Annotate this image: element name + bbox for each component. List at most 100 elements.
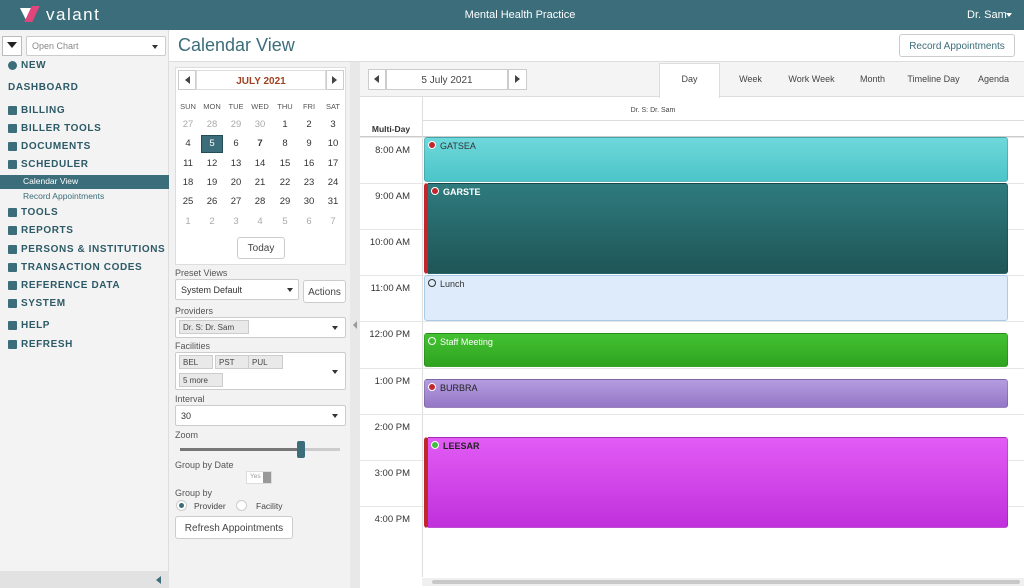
- day[interactable]: 7: [330, 215, 336, 227]
- prev-month[interactable]: [178, 70, 196, 90]
- day[interactable]: 1: [185, 215, 191, 227]
- appointment[interactable]: LEESAR: [424, 437, 1008, 528]
- next-month[interactable]: [326, 70, 344, 90]
- view-tab[interactable]: Agenda: [977, 74, 1010, 84]
- nav-item[interactable]: Record Appointments: [23, 191, 105, 201]
- day[interactable]: 2: [209, 215, 215, 227]
- day[interactable]: 18: [182, 176, 194, 188]
- nav-item[interactable]: TRANSACTION CODES: [21, 262, 143, 273]
- day[interactable]: 7: [257, 138, 263, 150]
- nav-item[interactable]: REFRESH: [21, 339, 73, 350]
- day[interactable]: 27: [230, 196, 242, 208]
- zoom-fill: [180, 448, 300, 451]
- record-button[interactable]: Record Appointments: [899, 34, 1015, 57]
- day[interactable]: 10: [327, 138, 339, 150]
- interval-select[interactable]: 30: [175, 405, 346, 426]
- day[interactable]: 9: [306, 138, 312, 150]
- day[interactable]: 22: [279, 176, 291, 188]
- nav-item[interactable]: HELP: [21, 320, 51, 331]
- preset-select[interactable]: System Default: [175, 279, 299, 300]
- day[interactable]: 26: [206, 196, 218, 208]
- day[interactable]: 29: [230, 119, 242, 130]
- day[interactable]: 2: [306, 119, 312, 130]
- day[interactable]: 14: [254, 157, 266, 169]
- nav-item[interactable]: DASHBOARD: [8, 82, 79, 93]
- caret: [332, 370, 338, 374]
- day[interactable]: 12: [206, 157, 218, 169]
- day[interactable]: 4: [185, 138, 191, 150]
- day[interactable]: 19: [206, 176, 218, 188]
- day[interactable]: 23: [303, 176, 315, 188]
- view-tab[interactable]: Timeline Day: [907, 74, 960, 84]
- view-tab[interactable]: Month: [859, 74, 885, 84]
- nav-item[interactable]: REPORTS: [21, 225, 74, 236]
- time-label: 1:00 PM: [374, 375, 410, 387]
- day[interactable]: 30: [303, 196, 315, 208]
- nav-icon: [8, 208, 17, 217]
- day[interactable]: 3: [330, 119, 336, 130]
- day[interactable]: 25: [182, 196, 194, 208]
- day[interactable]: 31: [327, 196, 339, 208]
- view-tab[interactable]: Week: [739, 74, 762, 84]
- day[interactable]: 29: [279, 196, 291, 208]
- day[interactable]: 3: [233, 215, 239, 227]
- refresh-button[interactable]: Refresh Appointments: [175, 516, 293, 539]
- day[interactable]: 8: [282, 138, 288, 150]
- day[interactable]: 5: [209, 138, 215, 150]
- day[interactable]: 27: [182, 119, 194, 130]
- date-box[interactable]: 5 July 2021: [386, 69, 508, 90]
- day[interactable]: 28: [254, 196, 266, 208]
- h-scroll-thumb[interactable]: [432, 580, 1020, 584]
- toggle-text: Yes: [250, 473, 261, 480]
- day[interactable]: 5: [282, 215, 288, 227]
- radio-label: Provider: [194, 501, 226, 511]
- nav-item[interactable]: PERSONS & INSTITUTIONS: [21, 244, 166, 255]
- actions-button[interactable]: Actions: [303, 280, 346, 303]
- nav-item[interactable]: Calendar View: [23, 176, 79, 186]
- open-chart-select[interactable]: Open Chart: [26, 36, 166, 56]
- view-tab[interactable]: Work Week: [788, 74, 835, 84]
- nav-item[interactable]: DOCUMENTS: [21, 141, 91, 152]
- radio[interactable]: [236, 500, 247, 511]
- time-label: 12:00 PM: [369, 329, 410, 341]
- weekday: THU: [277, 102, 293, 111]
- nav-item[interactable]: BILLER TOOLS: [21, 123, 102, 134]
- day[interactable]: 17: [327, 157, 339, 169]
- day[interactable]: 6: [306, 215, 312, 227]
- nav-icon: [8, 142, 17, 151]
- label: Group by: [175, 488, 213, 498]
- nav-item[interactable]: BILLING: [21, 105, 66, 116]
- nav-item[interactable]: TOOLS: [21, 207, 59, 218]
- appointment[interactable]: GARSTE: [424, 183, 1008, 274]
- day[interactable]: 21: [254, 176, 266, 188]
- day[interactable]: 30: [254, 119, 266, 130]
- today-button[interactable]: Today: [237, 237, 285, 259]
- day[interactable]: 4: [257, 215, 263, 227]
- nav-item[interactable]: SYSTEM: [21, 298, 66, 309]
- appointment[interactable]: BURBRA: [424, 379, 1008, 408]
- collapse-arrow[interactable]: [156, 576, 161, 584]
- nav-icon: [8, 340, 17, 349]
- day[interactable]: 15: [279, 157, 291, 169]
- nav-item[interactable]: SCHEDULER: [21, 159, 89, 170]
- label: Providers: [175, 306, 214, 316]
- provider-tag: Dr. S: Dr. Sam: [179, 320, 250, 334]
- nav-item[interactable]: NEW: [21, 60, 47, 71]
- zoom-thumb[interactable]: [297, 441, 305, 458]
- day[interactable]: 11: [183, 157, 193, 169]
- appointment[interactable]: GATSEA: [424, 137, 1008, 182]
- view-tab[interactable]: Day: [681, 74, 698, 84]
- month-label[interactable]: JULY 2021: [196, 70, 326, 90]
- day[interactable]: 6: [233, 138, 239, 150]
- nav-item[interactable]: REFERENCE DATA: [21, 280, 121, 291]
- day[interactable]: 28: [206, 119, 218, 130]
- day[interactable]: 20: [230, 176, 242, 188]
- day[interactable]: 24: [327, 176, 339, 188]
- appointment-icon: [428, 141, 436, 149]
- day[interactable]: 13: [230, 157, 242, 169]
- day[interactable]: 16: [303, 157, 315, 169]
- day[interactable]: 1: [282, 119, 288, 130]
- appointment[interactable]: Lunch: [424, 275, 1008, 321]
- user-menu[interactable]: Dr. Sam: [967, 9, 1007, 21]
- appointment[interactable]: Staff Meeting: [424, 333, 1008, 367]
